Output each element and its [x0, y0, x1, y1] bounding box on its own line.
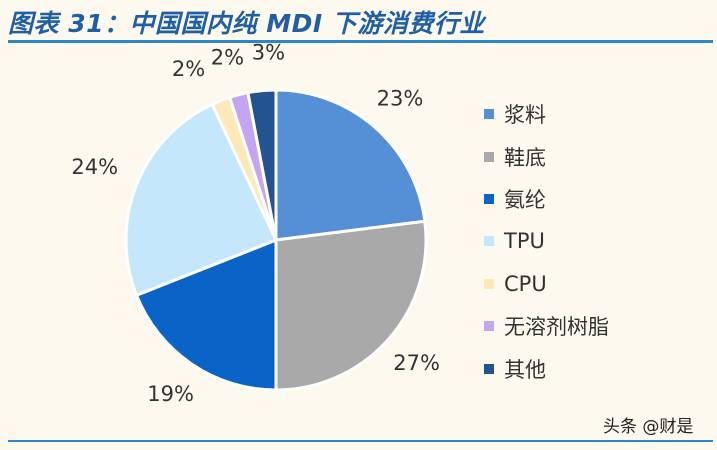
legend-label: CPU	[504, 271, 547, 296]
legend-item-1: 浆料	[484, 93, 609, 135]
title-rule	[8, 40, 713, 43]
legend-item-3: 氨纶	[484, 178, 609, 220]
pie-slice-2	[274, 219, 428, 392]
legend-swatch	[484, 278, 494, 289]
pie-slice-7	[246, 88, 278, 242]
slice-label-2: 27%	[393, 351, 440, 375]
bottom-rule	[8, 440, 713, 442]
legend-label: 氨纶	[504, 187, 546, 212]
legend-swatch	[484, 193, 494, 204]
legend-item-7: 其他	[484, 347, 609, 389]
legend-label: 鞋底	[504, 145, 546, 170]
legend-swatch	[484, 109, 494, 120]
legend-item-4: TPU	[484, 220, 609, 262]
legend-swatch	[484, 151, 494, 162]
legend-swatch	[484, 321, 494, 332]
chart-title: 图表 31：中国国内纯 MDI 下游消费行业	[8, 9, 485, 38]
legend: 浆料鞋底氨纶 TPU CPU 无溶剂树脂其他	[484, 93, 609, 390]
legend-label: 无溶剂树脂	[504, 315, 609, 340]
legend-label: TPU	[504, 229, 545, 254]
legend-item-5: CPU	[484, 263, 609, 305]
slice-label-5: 2%	[172, 57, 205, 81]
slice-label-7: 3%	[252, 40, 285, 64]
legend-label: 浆料	[504, 103, 546, 128]
legend-item-6: 无溶剂树脂	[484, 305, 609, 347]
slice-label-1: 23%	[377, 86, 424, 110]
legend-label: 其他	[504, 357, 546, 382]
legend-item-2: 鞋底	[484, 135, 609, 177]
legend-swatch	[484, 236, 494, 247]
pie-slice-3	[135, 238, 278, 392]
pie-slice-1	[274, 88, 427, 242]
slice-label-6: 2%	[211, 45, 244, 69]
slice-label-4: 24%	[71, 155, 118, 179]
legend-swatch	[484, 363, 494, 374]
pie-slice-4	[124, 102, 278, 297]
watermark: 头条 @财是	[603, 417, 694, 437]
slice-label-3: 19%	[147, 382, 194, 406]
